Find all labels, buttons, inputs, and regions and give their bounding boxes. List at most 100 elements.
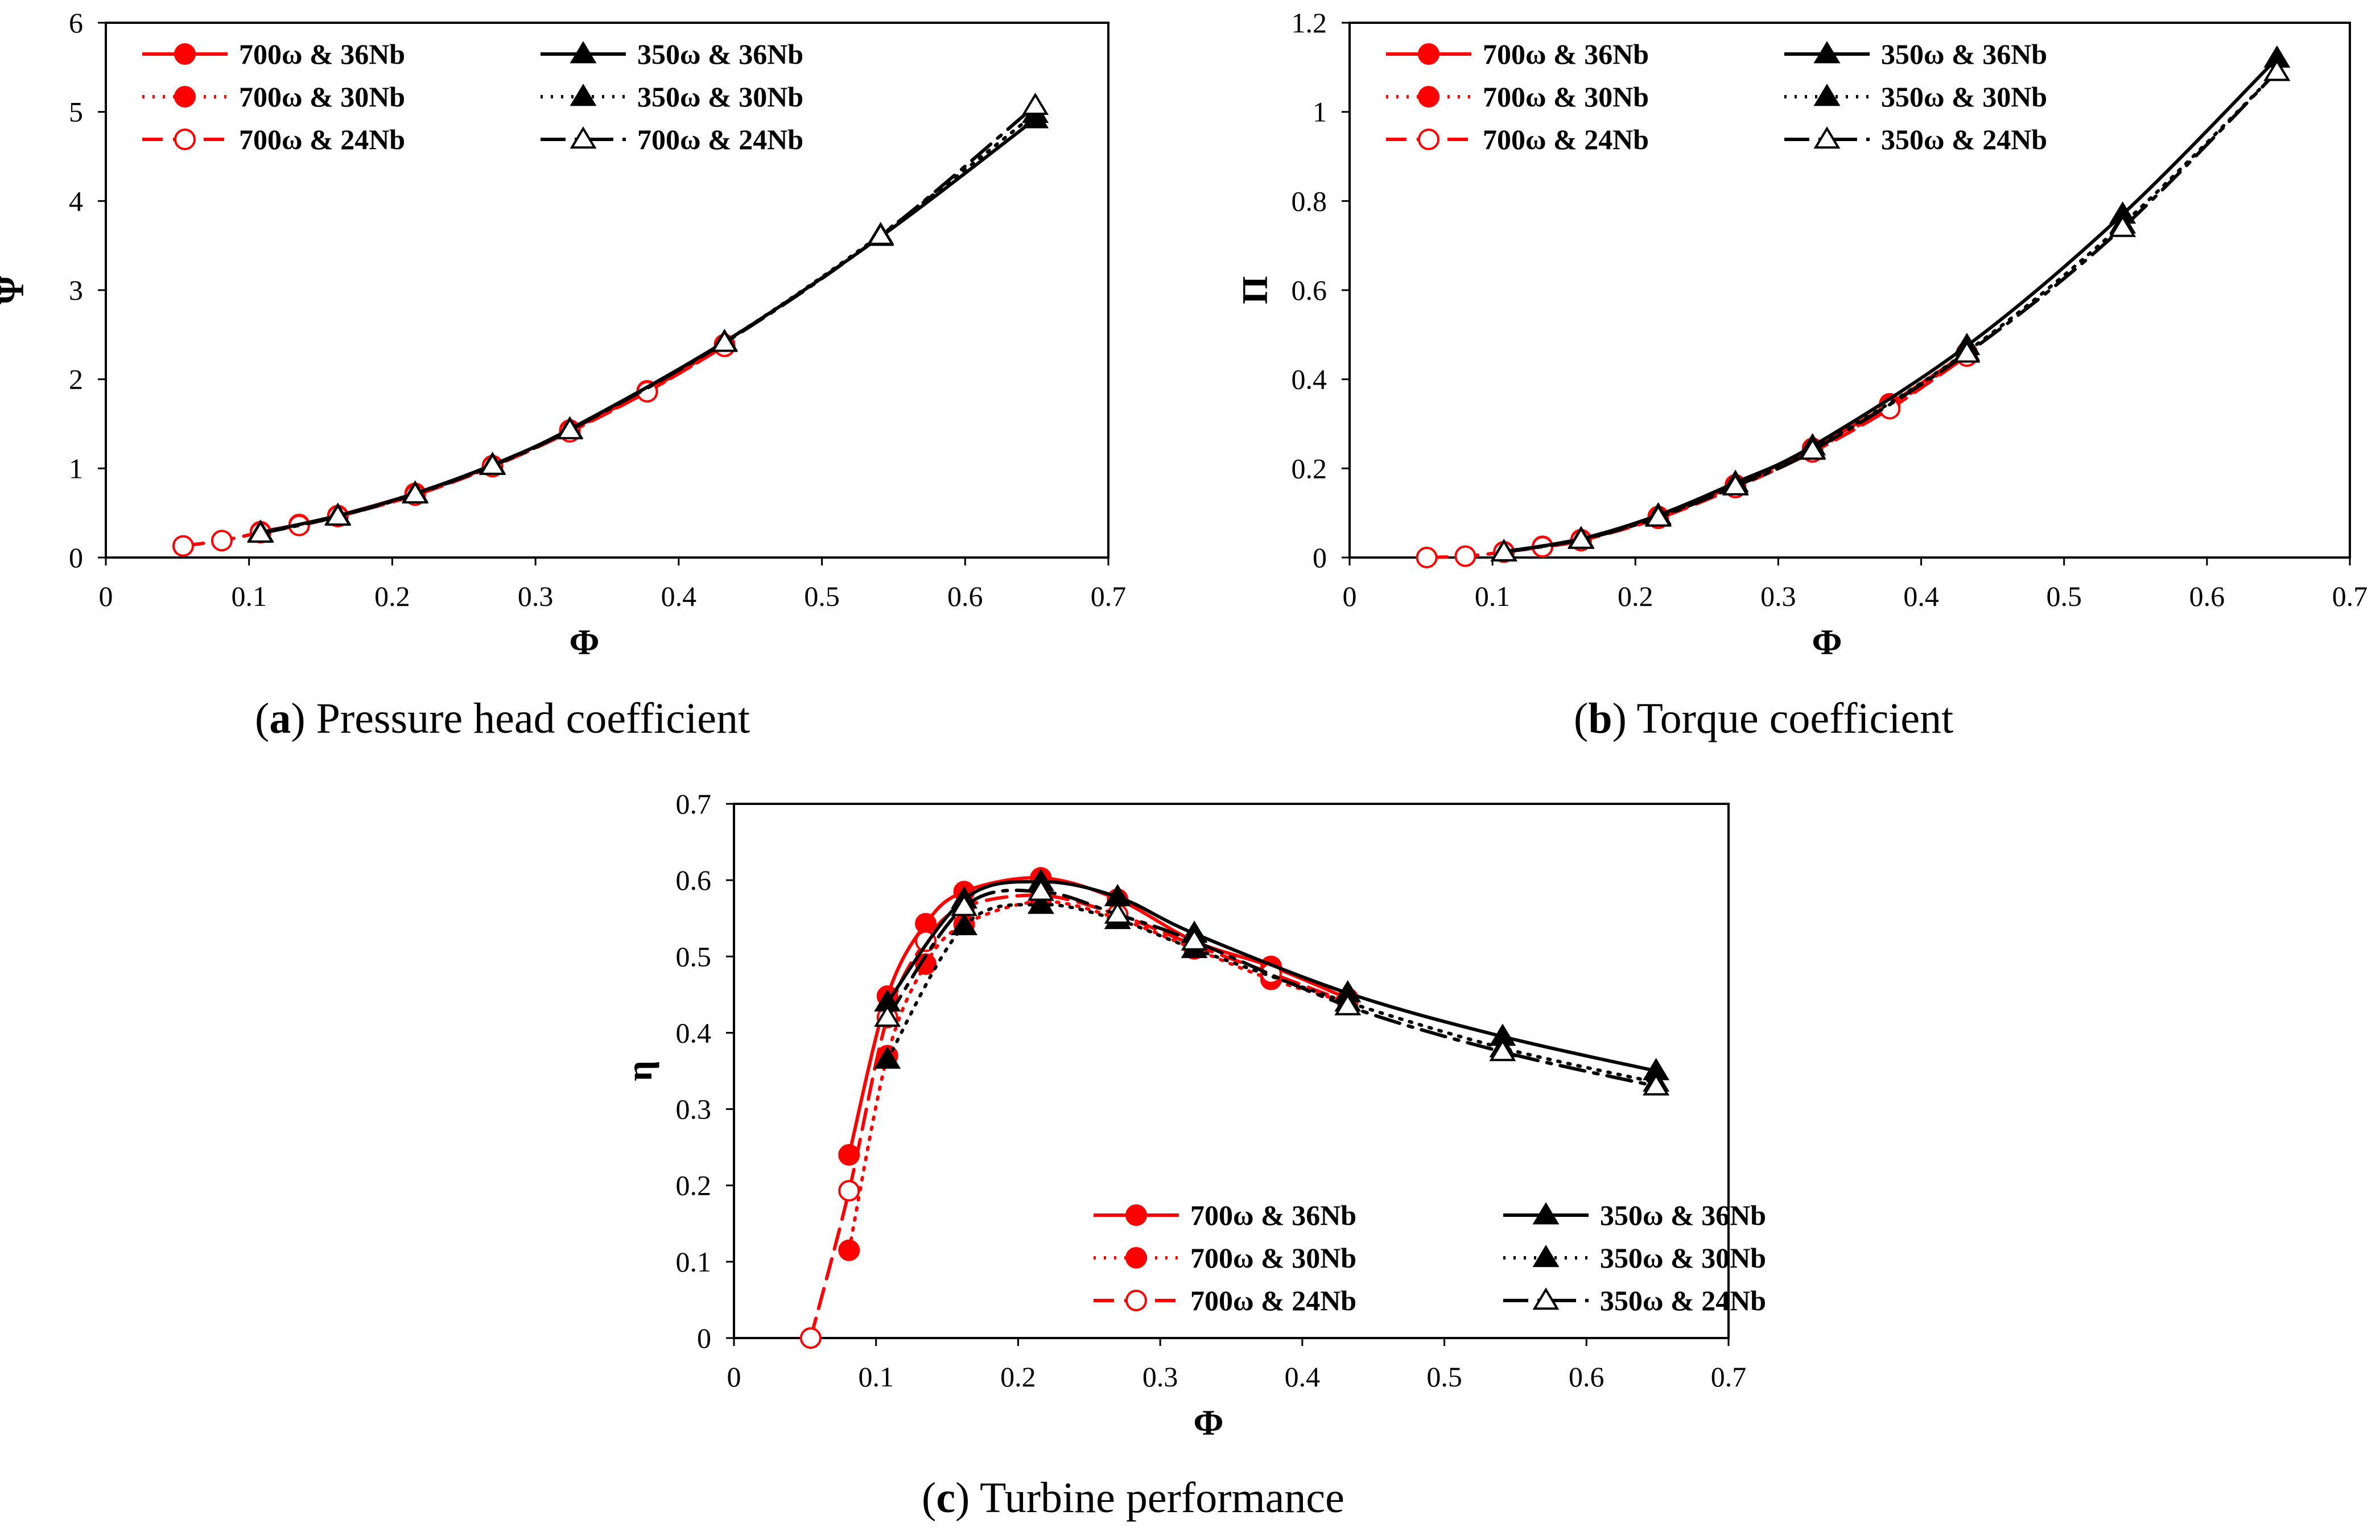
legend-item: 700ω & 36Nb [1094,1199,1356,1231]
legend-item: 350ω & 30Nb [541,81,803,113]
series-4 [247,106,1049,542]
legend: 700ω & 36Nb 350ω & 36Nb 700ω & 30Nb 350ω & … [142,38,803,155]
data-point [1454,545,1476,567]
x-tick-label: 0.5 [2046,580,2082,612]
legend-item: 350ω & 30Nb [1784,81,2047,113]
series-1 [1493,341,1978,563]
data-point [1644,504,1672,527]
y-tick-label: 3 [69,274,83,306]
data-point [1489,1039,1516,1062]
y-axis-title: Ψ [0,276,31,304]
y-tick-label: 2 [69,364,83,395]
data-point [247,520,274,543]
series-line [1502,350,1969,554]
legend-label: 700ω & 24Nb [1483,123,1649,155]
legend-marker [1125,1247,1147,1269]
data-point [1953,340,1981,363]
y-tick-label: 1 [1313,96,1327,128]
legend-marker [570,84,597,106]
y-tick-label: 0.4 [1292,364,1327,395]
x-tick-label: 0.7 [1091,580,1127,612]
legend-marker [1125,1290,1147,1311]
series-6 [247,92,1049,543]
y-tick-label: 0.8 [1292,185,1327,217]
data-point [951,894,978,916]
data-point [556,417,584,440]
legend-item: 700ω & 24Nb [1094,1285,1356,1316]
data-point [1416,547,1438,568]
series-line [258,104,1037,535]
x-axis-title: Φ [1193,1402,1223,1443]
data-point [1799,437,1826,460]
legend-label: 350ω & 36Nb [1600,1199,1766,1231]
legend-label: 350ω & 30Nb [1881,81,2047,113]
chart-b-torque: 0 0.1 0.2 0.3 0.4 0.5 0.6 0.7 0 0.2 0.4 0.6 0.8 1 1.2 Φ… [1235,7,2367,662]
legend-marker [1813,126,1841,149]
data-point [874,1004,901,1027]
data-point [172,535,194,557]
y-tick-label: 1 [69,452,83,484]
y-tick-label: 6 [69,7,83,39]
y-tick-label: 0 [69,542,83,573]
series-2 [1493,344,1978,563]
legend-label: 700ω & 24Nb [239,123,405,155]
x-axis-title: Φ [569,622,599,662]
series-line [1502,70,2279,554]
caption-b: (b) Torque coefficient [1574,695,1954,742]
legend-marker [1418,129,1439,150]
x-tick-label: 0.6 [947,580,983,612]
data-point [799,1327,822,1349]
legend-label: 700ω & 30Nb [239,81,405,113]
y-tick-label: 0.1 [676,1246,712,1278]
legend: 700ω & 36Nb 350ω & 36Nb 700ω & 30Nb 350ω & … [1386,38,2047,155]
data-point [1490,539,1517,561]
legend-item: 350ω & 24Nb [1503,1285,1766,1316]
series-3 [799,884,1359,1349]
legend-marker [1125,1204,1147,1226]
x-tick-label: 0.4 [1903,580,1939,612]
y-tick-label: 0 [697,1322,711,1354]
legend-item: 700ω & 24Nb [541,123,803,155]
y-tick-label: 0.4 [676,1017,712,1048]
series-2 [249,335,736,544]
series-5 [874,891,1670,1092]
series-3 [172,335,736,557]
legend-label: 700ω & 30Nb [1190,1242,1356,1274]
legend-marker [1532,1245,1560,1267]
series-line [258,112,1037,535]
x-tick-label: 0.5 [1426,1361,1462,1393]
data-point [951,913,978,935]
x-tick-label: 0.5 [804,580,840,612]
y-tick-label: 4 [69,185,83,217]
x-tick-label: 0.7 [1711,1361,1747,1393]
y-tick-label: 0.6 [1292,274,1327,306]
data-point [1027,878,1054,901]
legend-item: 350ω & 30Nb [1503,1242,1766,1274]
legend-item: 350ω & 24Nb [1784,123,2047,155]
x-tick-label: 0.1 [231,580,267,612]
legend-label: 350ω & 24Nb [1600,1285,1766,1316]
legend-label: 700ω & 24Nb [637,123,803,155]
series-line [181,344,727,548]
data-point [479,452,506,475]
series-1 [249,333,736,543]
data-point [1643,1073,1670,1096]
data-point [402,481,429,504]
y-axis-title: Π [1235,276,1275,304]
legend-label: 350ω & 36Nb [1881,38,2047,70]
y-tick-label: 0 [1313,542,1327,573]
legend-marker [174,43,196,65]
legend-marker [1532,1287,1560,1310]
legend-marker [1418,43,1439,65]
series-3 [1416,345,1978,568]
series-6 [1490,59,2291,561]
data-point [1022,92,1049,115]
legend-label: 700ω & 24Nb [1190,1285,1356,1316]
legend-label: 700ω & 36Nb [1190,1199,1356,1231]
y-tick-label: 0.2 [676,1170,712,1202]
legend-label: 350ω & 30Nb [1600,1242,1766,1274]
data-point [2109,214,2136,237]
legend-item: 700ω & 24Nb [142,123,405,155]
legend-marker [174,129,196,150]
